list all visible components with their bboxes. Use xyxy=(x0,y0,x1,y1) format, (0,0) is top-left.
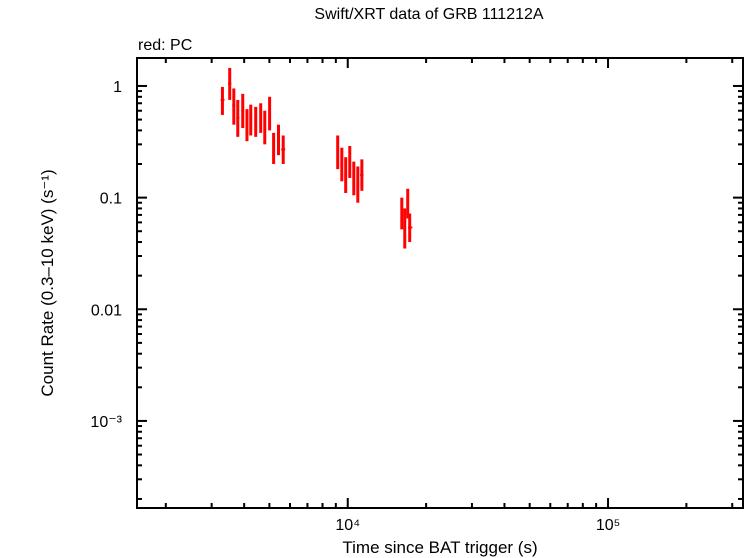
data-point xyxy=(408,213,413,243)
data-point xyxy=(232,88,236,125)
y-axis-label: Count Rate (0.3–10 keV) (s⁻¹) xyxy=(38,169,57,396)
data-point xyxy=(277,124,281,156)
data-point xyxy=(336,135,340,170)
data-point xyxy=(245,109,249,142)
y-tick-label: 0.1 xyxy=(100,191,122,208)
data-point xyxy=(360,159,364,191)
data-point xyxy=(220,86,225,115)
x-tick-label: 10⁵ xyxy=(596,517,620,534)
y-tick-label: 1 xyxy=(113,79,122,96)
y-tick-label: 10⁻³ xyxy=(90,414,122,431)
chart-title: Swift/XRT data of GRB 111212A xyxy=(314,6,543,23)
data-series-pc xyxy=(220,67,413,249)
data-point xyxy=(348,145,352,178)
x-tick-label: 10⁴ xyxy=(335,517,360,534)
data-point xyxy=(281,135,286,165)
y-tick-label: 0.01 xyxy=(91,302,122,319)
data-point xyxy=(352,161,356,196)
data-point xyxy=(400,197,404,230)
data-point xyxy=(406,188,410,219)
data-point xyxy=(272,132,276,165)
data-point xyxy=(344,157,348,193)
data-point xyxy=(249,104,253,136)
data-point xyxy=(259,103,263,133)
tick-labels: 10⁴ 10⁵ 1 0.1 0.01 10⁻³ xyxy=(90,79,620,534)
data-point xyxy=(340,147,344,182)
data-point xyxy=(228,67,232,100)
plot-frame xyxy=(136,57,744,509)
axis-ticks xyxy=(137,58,743,508)
data-point xyxy=(241,93,245,129)
legend-label: red: PC xyxy=(138,37,192,54)
data-point xyxy=(236,99,240,137)
x-axis-label: Time since BAT trigger (s) xyxy=(342,538,537,557)
data-point xyxy=(263,110,267,145)
data-point xyxy=(403,208,407,249)
data-point xyxy=(268,96,272,131)
data-point xyxy=(356,166,360,203)
data-point xyxy=(254,106,258,137)
